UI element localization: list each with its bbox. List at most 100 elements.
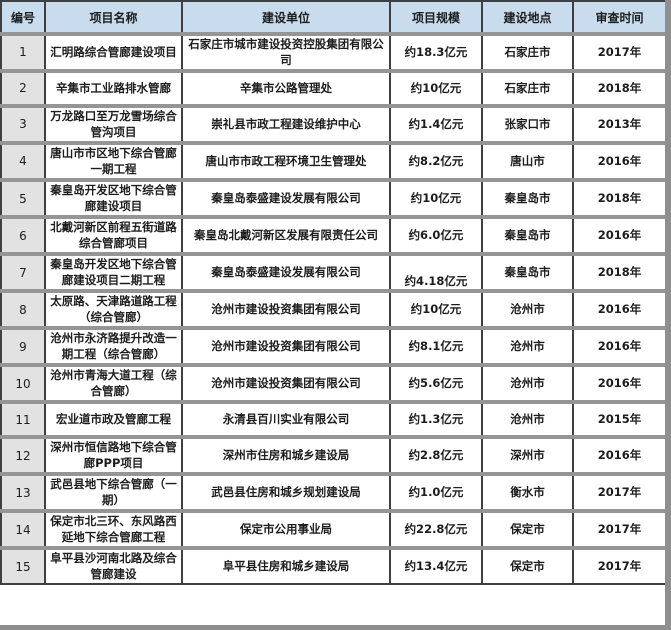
cell-time: 2018年 (572, 252, 667, 292)
cell-time: 2016年 (572, 326, 667, 366)
table-row: 3 万龙路口至万龙雪场综合管沟项目 崇礼县市政工程建设维护中心 约1.4亿元 张家口市 2… (0, 104, 667, 144)
cell-location: 沧州市 (481, 326, 574, 366)
cell-scale: 约18.3亿元 (389, 31, 483, 72)
cell-location: 保定市 (481, 509, 574, 549)
cell-time: 2017年 (572, 31, 667, 72)
project-table: 编号 项目名称 建设单位 项目规模 建设地点 审查时间 1 汇明路综合管廊建设项目 石家庄市城… (0, 0, 667, 586)
project-table-container: 编号 项目名称 建设单位 项目规模 建设地点 审查时间 1 汇明路综合管廊建设项目 石家庄市城… (0, 0, 667, 586)
column-header-scale: 项目规模 (389, 1, 483, 34)
table-body: 1 汇明路综合管廊建设项目 石家庄市城市建设投资控股集团有限公司 约18.3亿元 石家庄… (0, 31, 667, 585)
table-row: 5 秦皇岛开发区地下综合管廊建设项目 秦皇岛泰盛建设发展有限公司 约10亿元 秦皇岛市 2… (0, 178, 667, 218)
cell-id: 12 (0, 435, 46, 475)
cell-name: 武邑县地下综合管廊（一期） (44, 472, 183, 512)
cell-location: 唐山市 (481, 141, 574, 181)
cell-scale: 约2.8亿元 (389, 435, 483, 475)
cell-unit: 阜平县住房和城乡建设局 (181, 546, 391, 585)
cell-name: 秦皇岛开发区地下综合管廊建设项目二期工程 (44, 252, 183, 292)
cell-location: 秦皇岛市 (481, 178, 574, 218)
cell-unit: 秦皇岛北戴河新区发展有限责任公司 (181, 215, 391, 255)
table-row: 10 沧州市青海大道工程（综合管廊） 沧州市建设投资集团有限公司 约5.6亿元 沧州市 2… (0, 363, 667, 403)
cell-location: 石家庄市 (481, 31, 574, 72)
cell-scale: 约1.3亿元 (389, 400, 483, 438)
cell-scale: 约10亿元 (389, 178, 483, 218)
table-row: 15 阜平县沙河南北路及综合管廊建设 阜平县住房和城乡建设局 约13.4亿元 保定市 20… (0, 546, 667, 585)
cell-unit: 唐山市市政工程环境卫生管理处 (181, 141, 391, 181)
cell-scale: 约5.6亿元 (389, 363, 483, 403)
column-header-name: 项目名称 (44, 1, 183, 34)
table-shadow-right (665, 0, 671, 630)
cell-id: 10 (0, 363, 46, 403)
cell-id: 11 (0, 400, 46, 438)
cell-time: 2018年 (572, 69, 667, 107)
cell-name: 沧州市青海大道工程（综合管廊） (44, 363, 183, 403)
cell-scale: 约8.1亿元 (389, 326, 483, 366)
cell-scale: 约10亿元 (389, 69, 483, 107)
cell-location: 衡水市 (481, 472, 574, 512)
cell-unit: 永清县百川实业有限公司 (181, 400, 391, 438)
cell-scale: 约6.0亿元 (389, 215, 483, 255)
cell-time: 2016年 (572, 141, 667, 181)
table-row: 14 保定市北三环、东风路西延地下综合管廊工程 保定市公用事业局 约22.8亿元 保定市… (0, 509, 667, 549)
cell-id: 4 (0, 141, 46, 181)
cell-location: 深州市 (481, 435, 574, 475)
cell-name: 阜平县沙河南北路及综合管廊建设 (44, 546, 183, 585)
cell-location: 沧州市 (481, 363, 574, 403)
table-row: 4 唐山市市区地下综合管廊一期工程 唐山市市政工程环境卫生管理处 约8.2亿元 唐山市 2… (0, 141, 667, 181)
table-row: 8 太原路、天津路道路工程（综合管廊） 沧州市建设投资集团有限公司 约10亿元 沧州市 2… (0, 289, 667, 329)
column-header-id: 编号 (0, 1, 46, 34)
cell-unit: 保定市公用事业局 (181, 509, 391, 549)
table-row: 7 秦皇岛开发区地下综合管廊建设项目二期工程 秦皇岛泰盛建设发展有限公司 约4.18亿… (0, 252, 667, 292)
cell-id: 2 (0, 69, 46, 107)
table-row: 2 辛集市工业路排水管廊 辛集市公路管理处 约10亿元 石家庄市 2018年 (0, 69, 667, 107)
cell-unit: 沧州市建设投资集团有限公司 (181, 289, 391, 329)
column-header-unit: 建设单位 (181, 1, 391, 34)
cell-name: 万龙路口至万龙雪场综合管沟项目 (44, 104, 183, 144)
cell-name: 保定市北三环、东风路西延地下综合管廊工程 (44, 509, 183, 549)
cell-time: 2016年 (572, 215, 667, 255)
cell-time: 2016年 (572, 435, 667, 475)
cell-id: 6 (0, 215, 46, 255)
cell-unit: 深州市住房和城乡建设局 (181, 435, 391, 475)
cell-name: 沧州市永济路提升改造一期工程（综合管廊） (44, 326, 183, 366)
cell-id: 7 (0, 252, 46, 292)
column-header-time: 审查时间 (572, 1, 667, 34)
cell-unit: 石家庄市城市建设投资控股集团有限公司 (181, 31, 391, 72)
table-row: 6 北戴河新区前程五街道路综合管廊项目 秦皇岛北戴河新区发展有限责任公司 约6.0亿元… (0, 215, 667, 255)
cell-id: 8 (0, 289, 46, 329)
cell-name: 辛集市工业路排水管廊 (44, 69, 183, 107)
cell-name: 唐山市市区地下综合管廊一期工程 (44, 141, 183, 181)
cell-id: 1 (0, 31, 46, 72)
table-row: 9 沧州市永济路提升改造一期工程（综合管廊） 沧州市建设投资集团有限公司 约8.1亿元… (0, 326, 667, 366)
cell-id: 9 (0, 326, 46, 366)
cell-scale: 约1.0亿元 (389, 472, 483, 512)
cell-unit: 辛集市公路管理处 (181, 69, 391, 107)
cell-name: 汇明路综合管廊建设项目 (44, 31, 183, 72)
cell-name: 北戴河新区前程五街道路综合管廊项目 (44, 215, 183, 255)
cell-unit: 武邑县住房和城乡规划建设局 (181, 472, 391, 512)
table-header-row: 编号 项目名称 建设单位 项目规模 建设地点 审查时间 (0, 1, 667, 34)
table-header: 编号 项目名称 建设单位 项目规模 建设地点 审查时间 (0, 1, 667, 34)
table-shadow-bottom (0, 625, 671, 630)
cell-id: 13 (0, 472, 46, 512)
cell-time: 2017年 (572, 546, 667, 585)
cell-location: 沧州市 (481, 400, 574, 438)
cell-time: 2016年 (572, 289, 667, 329)
cell-unit: 沧州市建设投资集团有限公司 (181, 363, 391, 403)
cell-id: 5 (0, 178, 46, 218)
cell-time: 2018年 (572, 178, 667, 218)
cell-unit: 崇礼县市政工程建设维护中心 (181, 104, 391, 144)
cell-time: 2015年 (572, 400, 667, 438)
cell-name: 深州市恒信路地下综合管廊PPP项目 (44, 435, 183, 475)
cell-location: 张家口市 (481, 104, 574, 144)
cell-id: 3 (0, 104, 46, 144)
cell-name: 宏业道市政及管廊工程 (44, 400, 183, 438)
table-row: 1 汇明路综合管廊建设项目 石家庄市城市建设投资控股集团有限公司 约18.3亿元 石家庄… (0, 31, 667, 72)
table-row: 11 宏业道市政及管廊工程 永清县百川实业有限公司 约1.3亿元 沧州市 2015年 (0, 400, 667, 438)
cell-time: 2017年 (572, 509, 667, 549)
cell-scale: 约13.4亿元 (389, 546, 483, 585)
cell-time: 2013年 (572, 104, 667, 144)
cell-unit: 秦皇岛泰盛建设发展有限公司 (181, 252, 391, 292)
cell-scale: 约1.4亿元 (389, 104, 483, 144)
cell-location: 秦皇岛市 (481, 252, 574, 292)
